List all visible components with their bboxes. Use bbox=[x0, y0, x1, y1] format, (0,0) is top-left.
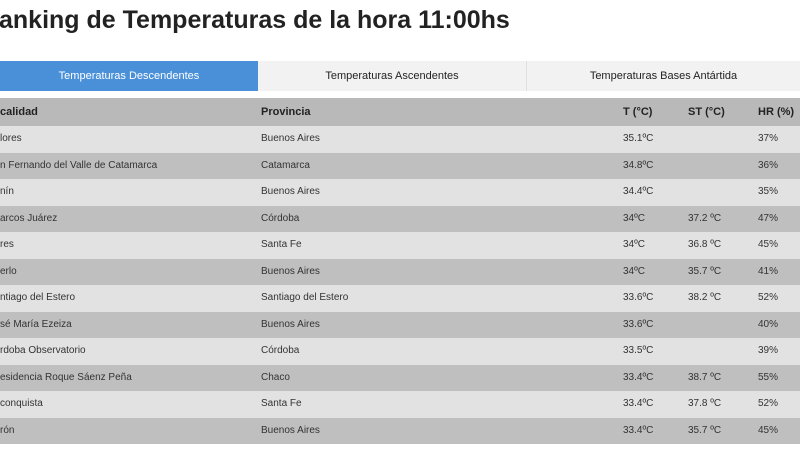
tab-temperaturas-bases-antartida[interactable]: Temperaturas Bases Antártida bbox=[589, 70, 738, 82]
cell-provincia: Santa Fe bbox=[261, 239, 302, 250]
table-row: conquista Santa Fe 33.4ºC 37.8 ºC 52% bbox=[0, 391, 800, 418]
table-header-row: calidad Provincia T (°C) ST (°C) HR (%) bbox=[0, 98, 800, 126]
table-row: res Santa Fe 34ºC 36.8 ºC 45% bbox=[0, 232, 800, 259]
cell-temperatura: 34.4ºC bbox=[623, 186, 654, 197]
table-row: erlo Buenos Aires 34ºC 35.7 ºC 41% bbox=[0, 258, 800, 285]
cell-sensacion-termica: 35.7 ºC bbox=[688, 265, 722, 277]
ranking-table: calidad Provincia T (°C) ST (°C) HR (%) … bbox=[0, 98, 800, 444]
cell-provincia: Buenos Aires bbox=[261, 265, 320, 277]
cell-humedad: 52% bbox=[758, 292, 779, 303]
cell-provincia: Buenos Aires bbox=[261, 133, 320, 144]
cell-localidad: erlo bbox=[0, 265, 17, 277]
cell-provincia: Buenos Aires bbox=[261, 424, 320, 436]
cell-sensacion-termica: 37.8 ºC bbox=[688, 398, 722, 409]
cell-provincia: Córdoba bbox=[261, 345, 300, 356]
table-row: esidencia Roque Sáenz Peña Chaco 33.4ºC 38.… bbox=[0, 364, 800, 391]
cell-provincia: Córdoba bbox=[261, 212, 300, 224]
cell-humedad: 45% bbox=[758, 239, 779, 250]
cell-humedad: 40% bbox=[758, 318, 779, 330]
tab-bar: Temperaturas Descendentes Temperaturas A… bbox=[0, 61, 800, 91]
cell-temperatura: 33.4ºC bbox=[623, 371, 654, 383]
table-row: nín Buenos Aires 34.4ºC 35% bbox=[0, 179, 800, 206]
table-row: lores Buenos Aires 35.1ºC 37% bbox=[0, 126, 800, 153]
cell-provincia: Buenos Aires bbox=[261, 318, 320, 330]
cell-sensacion-termica: 37.2 ºC bbox=[688, 212, 722, 224]
header-provincia[interactable]: Provincia bbox=[261, 106, 311, 118]
cell-humedad: 35% bbox=[758, 186, 779, 197]
cell-provincia: Buenos Aires bbox=[261, 186, 320, 197]
cell-sensacion-termica: 36.8 ºC bbox=[688, 239, 722, 250]
cell-localidad: rdoba Observatorio bbox=[0, 345, 86, 356]
cell-localidad: nín bbox=[0, 186, 14, 197]
cell-temperatura: 33.6ºC bbox=[623, 292, 654, 303]
cell-humedad: 41% bbox=[758, 265, 779, 277]
cell-localidad: ntiago del Estero bbox=[0, 292, 76, 303]
cell-localidad: sé María Ezeiza bbox=[0, 318, 72, 330]
table-row: arcos Juárez Córdoba 34ºC 37.2 ºC 47% bbox=[0, 205, 800, 232]
header-sensacion-termica[interactable]: ST (°C) bbox=[688, 106, 725, 118]
cell-localidad: res bbox=[0, 239, 14, 250]
table-row: n Fernando del Valle de Catamarca Catamar… bbox=[0, 152, 800, 179]
cell-localidad: arcos Juárez bbox=[0, 212, 58, 224]
tab-temperaturas-descendentes[interactable]: Temperaturas Descendentes bbox=[0, 61, 258, 91]
cell-localidad: conquista bbox=[0, 398, 43, 409]
cell-humedad: 47% bbox=[758, 212, 779, 224]
cell-humedad: 39% bbox=[758, 345, 779, 356]
cell-humedad: 37% bbox=[758, 133, 779, 144]
cell-provincia: Santa Fe bbox=[261, 398, 302, 409]
cell-humedad: 45% bbox=[758, 424, 779, 436]
page-title: anking de Temperaturas de la hora 11:00h… bbox=[0, 6, 510, 34]
header-humedad[interactable]: HR (%) bbox=[758, 106, 795, 118]
cell-temperatura: 33.5ºC bbox=[623, 345, 654, 356]
header-localidad[interactable]: calidad bbox=[0, 106, 38, 118]
cell-localidad: esidencia Roque Sáenz Peña bbox=[0, 371, 132, 383]
cell-temperatura: 34ºC bbox=[623, 212, 645, 224]
cell-provincia: Catamarca bbox=[261, 159, 310, 171]
table-row: rón Buenos Aires 33.4ºC 35.7 ºC 45% bbox=[0, 417, 800, 444]
cell-humedad: 55% bbox=[758, 371, 779, 383]
cell-provincia: Santiago del Estero bbox=[261, 292, 349, 303]
cell-humedad: 36% bbox=[758, 159, 779, 171]
cell-temperatura: 33.4ºC bbox=[623, 398, 654, 409]
cell-localidad: n Fernando del Valle de Catamarca bbox=[0, 159, 158, 171]
tab-temperaturas-ascendentes[interactable]: Temperaturas Ascendentes bbox=[258, 61, 527, 91]
table-row: rdoba Observatorio Córdoba 33.5ºC 39% bbox=[0, 338, 800, 365]
cell-temperatura: 35.1ºC bbox=[623, 133, 654, 144]
cell-temperatura: 34ºC bbox=[623, 239, 645, 250]
cell-sensacion-termica: 35.7 ºC bbox=[688, 424, 722, 436]
cell-localidad: lores bbox=[0, 133, 22, 144]
header-temperatura[interactable]: T (°C) bbox=[623, 106, 653, 118]
cell-localidad: rón bbox=[0, 424, 15, 436]
cell-temperatura: 34ºC bbox=[623, 265, 645, 277]
cell-provincia: Chaco bbox=[261, 371, 290, 383]
table-row: ntiago del Estero Santiago del Estero 33.6… bbox=[0, 285, 800, 312]
cell-temperatura: 34.8ºC bbox=[623, 159, 654, 171]
cell-temperatura: 33.6ºC bbox=[623, 318, 654, 330]
cell-humedad: 52% bbox=[758, 398, 779, 409]
cell-sensacion-termica: 38.7 ºC bbox=[688, 371, 722, 383]
cell-temperatura: 33.4ºC bbox=[623, 424, 654, 436]
cell-sensacion-termica: 38.2 ºC bbox=[688, 292, 722, 303]
table-row: sé María Ezeiza Buenos Aires 33.6ºC 40% bbox=[0, 311, 800, 338]
